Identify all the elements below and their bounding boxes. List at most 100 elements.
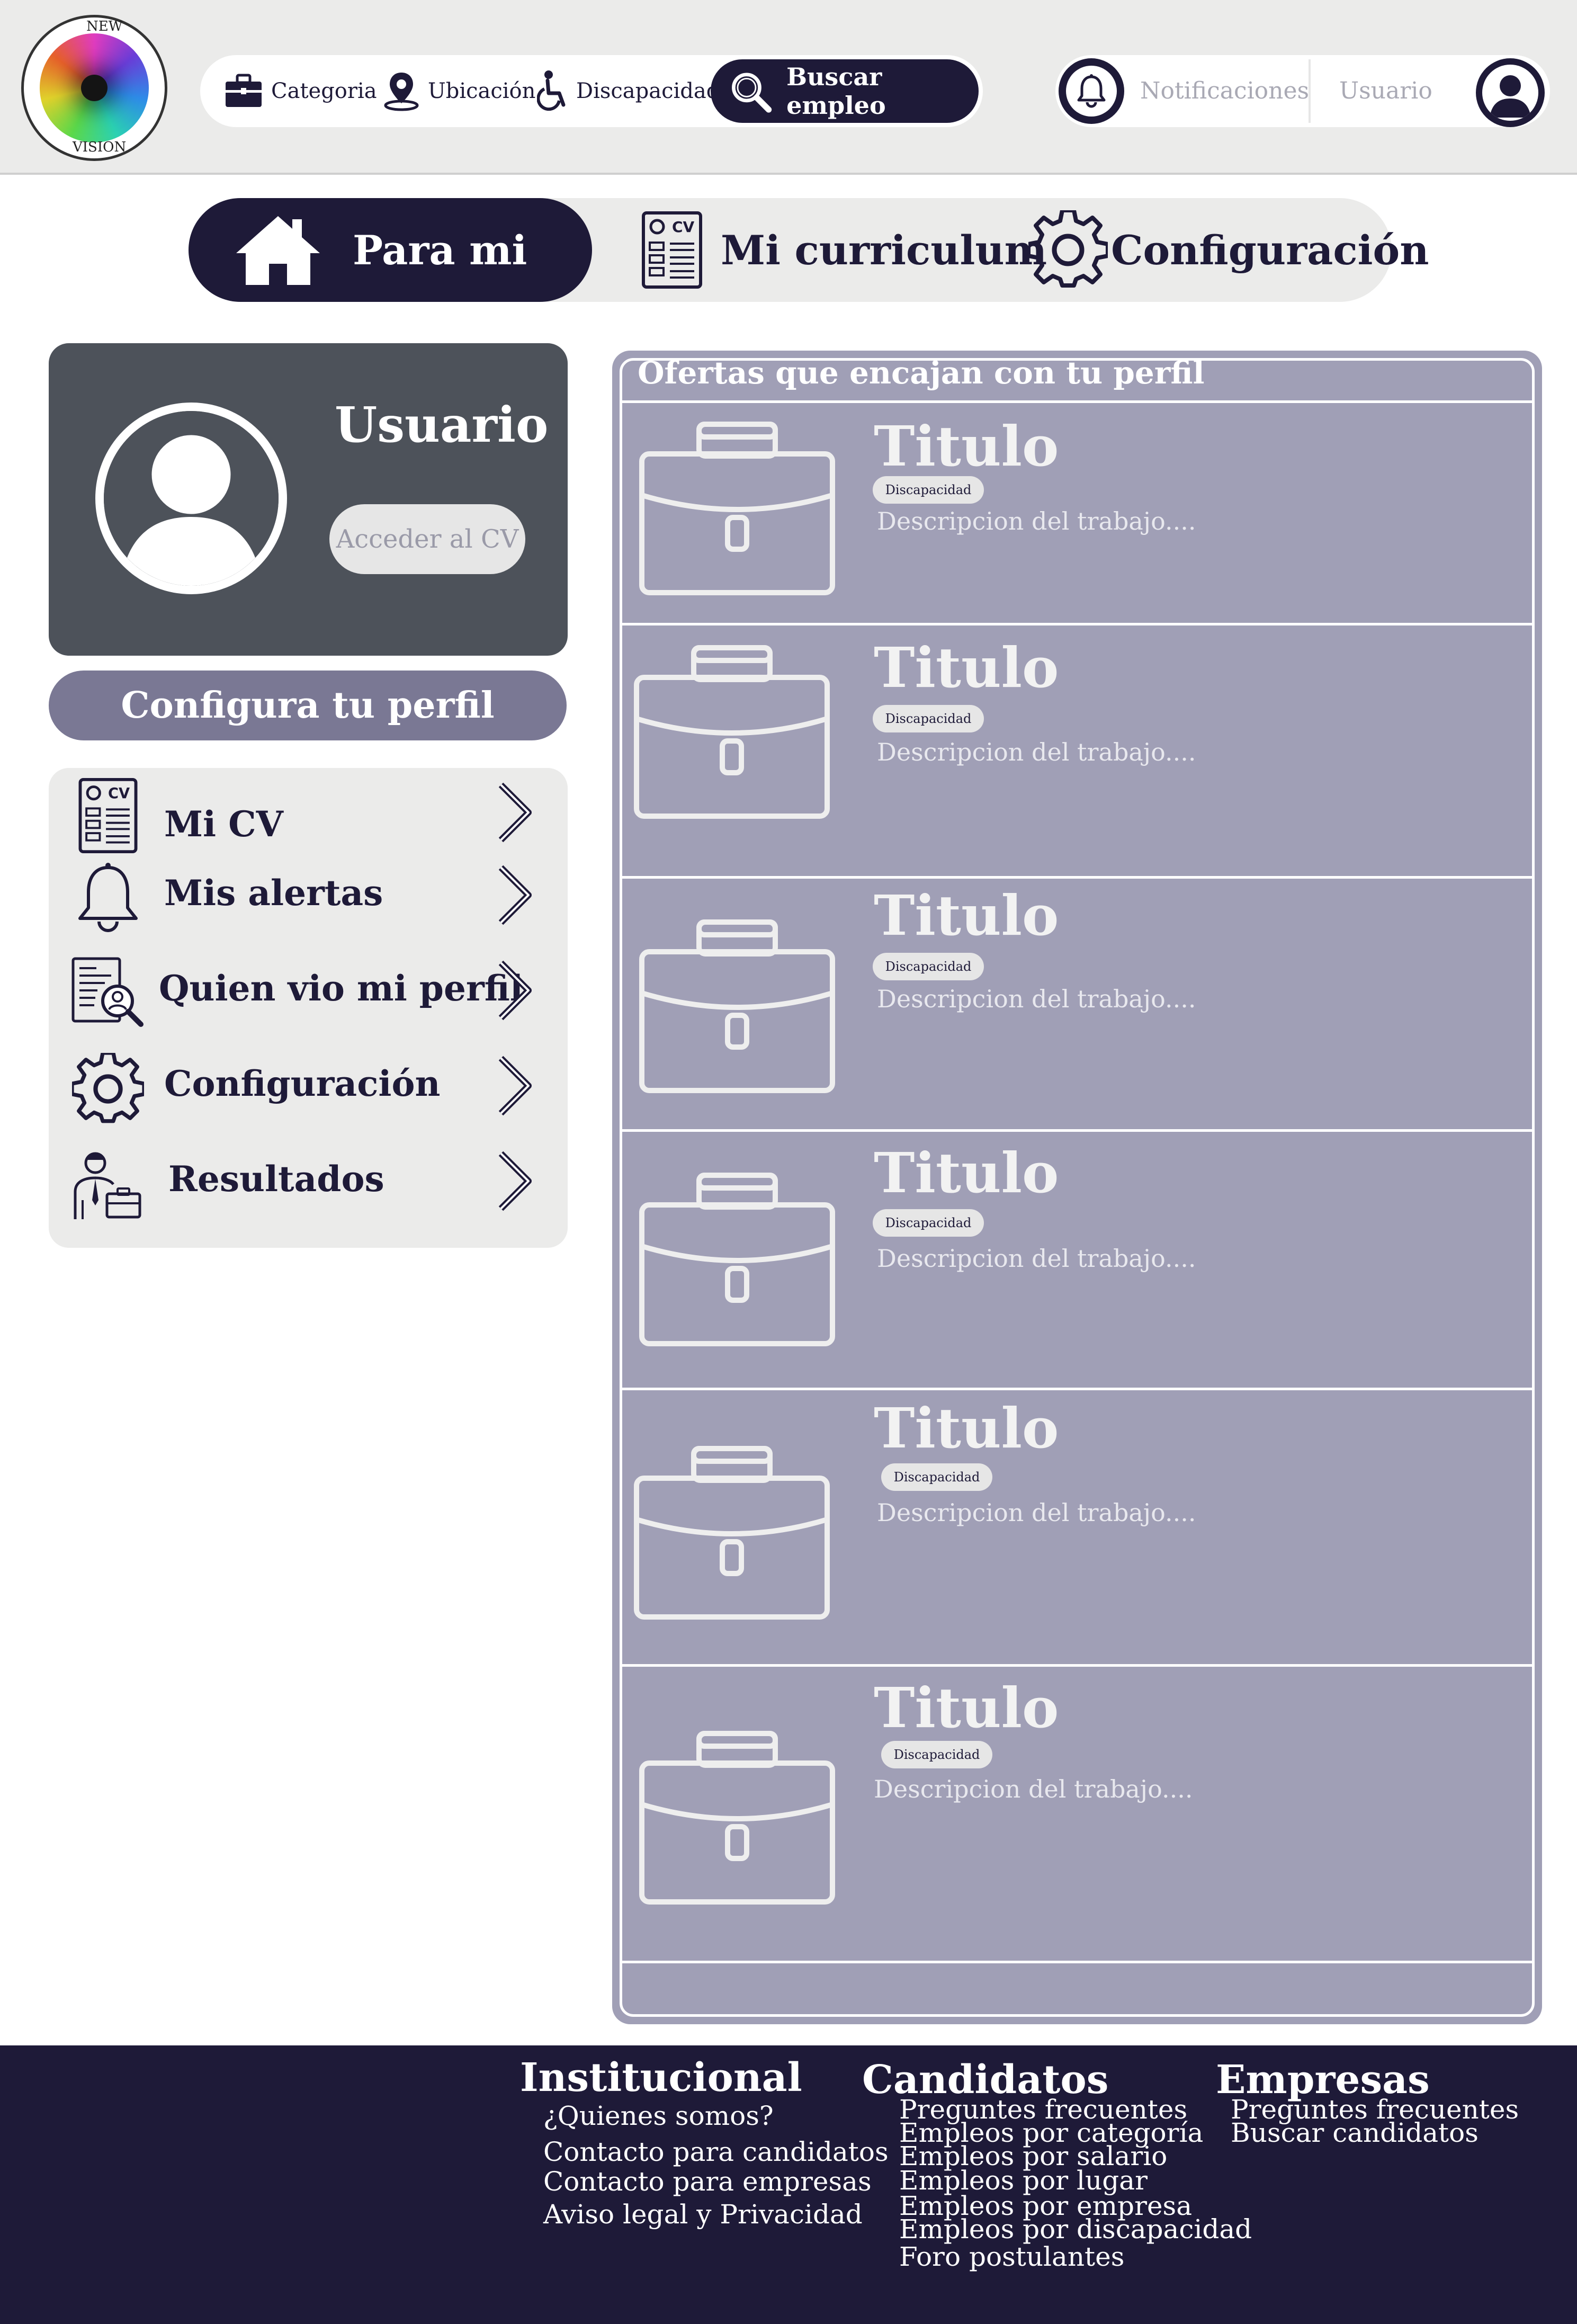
menu-item-configuracion[interactable]: Configuración	[49, 1041, 568, 1126]
svg-text:CV: CV	[108, 785, 130, 802]
location-pin-icon	[384, 73, 419, 111]
menu-item-resultados[interactable]: Resultados	[49, 1137, 568, 1221]
footer-link[interactable]: ¿Quienes somos?	[543, 2100, 774, 2131]
new-vision-logo[interactable]: NEW VISION	[21, 15, 167, 161]
disability-badge: Discapacidad	[873, 705, 984, 732]
disability-label: Discapacidad	[576, 79, 720, 103]
job-description: Descripcion del trabajo....	[877, 738, 1196, 766]
user-silhouette-icon	[104, 411, 279, 586]
menu-item-label: Quien vio mi perfil	[159, 968, 523, 1009]
notifications-label[interactable]: Notificaciones	[1140, 77, 1310, 104]
disability-badge: Discapacidad	[873, 476, 984, 504]
footer-link[interactable]: Buscar candidatos	[1231, 2117, 1479, 2148]
notifications-button[interactable]	[1059, 58, 1124, 124]
menu-item-label: Mis alertas	[164, 872, 383, 914]
job-title: Titulo	[874, 635, 1059, 700]
user-avatar-button[interactable]	[1476, 58, 1545, 127]
businessman-icon	[71, 1147, 145, 1221]
tab-configuracion-label: Configuración	[1111, 226, 1429, 274]
cv-document-icon: CV	[71, 777, 145, 854]
user-silhouette-icon	[1490, 75, 1531, 118]
location-filter[interactable]: Ubicación	[382, 55, 535, 127]
job-description: Descripcion del trabajo....	[877, 1498, 1196, 1527]
search-jobs-label: Buscar empleo	[786, 62, 886, 120]
footer-link[interactable]: Empleos por categoría	[899, 2117, 1204, 2148]
briefcase-icon	[639, 919, 835, 1093]
footer-link[interactable]: Aviso legal y Privacidad	[543, 2199, 863, 2230]
footer-link[interactable]: Empleos por salario	[899, 2141, 1168, 2171]
eye-pupil-graphic	[81, 75, 107, 101]
gear-icon	[71, 1052, 145, 1126]
footer-link[interactable]: Empleos por lugar	[899, 2165, 1148, 2196]
job-title: Titulo	[874, 1396, 1059, 1461]
logo-letters-top: NEW	[86, 19, 123, 34]
job-title: Titulo	[874, 883, 1059, 948]
footer-heading-empresas: Empresas	[1216, 2057, 1430, 2103]
footer-link[interactable]: Preguntes frecuentes	[899, 2094, 1188, 2125]
offers-panel: Ofertas que encajan con tu perfil Titulo…	[612, 351, 1542, 2024]
footer-link[interactable]: Empleos por discapacidad	[899, 2214, 1252, 2245]
job-title: Titulo	[874, 1140, 1059, 1205]
wheelchair-icon	[537, 70, 566, 111]
menu-item-mis-alertas[interactable]: Mis alertas	[49, 851, 568, 935]
offers-frame	[620, 358, 1535, 2017]
briefcase-icon	[226, 74, 262, 107]
disability-filter[interactable]: Discapacidad	[537, 55, 720, 127]
user-bar: Notificaciones Usuario	[1055, 55, 1550, 127]
configure-profile-button[interactable]: Configura tu perfil	[49, 671, 567, 740]
job-offer-card[interactable]: Titulo Discapacidad Descripcion del trab…	[620, 400, 1535, 623]
footer-link[interactable]: Preguntes frecuentes	[1231, 2094, 1519, 2125]
category-label: Categoria	[271, 79, 377, 103]
disability-badge: Discapacidad	[881, 1741, 992, 1768]
disability-badge: Discapacidad	[873, 953, 984, 980]
bell-icon	[1077, 74, 1106, 108]
location-label: Ubicación	[428, 79, 536, 103]
svg-text:CV: CV	[672, 218, 695, 236]
user-menu-label[interactable]: Usuario	[1339, 77, 1432, 104]
offers-title: Ofertas que encajan con tu perfil	[638, 355, 1205, 391]
job-offer-card[interactable]: Titulo Discapacidad Descripcion del trab…	[620, 1388, 1535, 1664]
bell-icon	[71, 861, 145, 935]
tab-mi-curriculum-label: Mi curriculum	[721, 226, 1047, 274]
job-description: Descripcion del trabajo....	[874, 1775, 1193, 1803]
menu-item-label: Configuración	[164, 1063, 441, 1104]
main-tabs: Para mi CV Mi curriculum Configuración	[189, 198, 1429, 302]
briefcase-icon	[634, 1446, 830, 1620]
briefcase-icon	[639, 1731, 835, 1905]
job-offer-card[interactable]: Titulo Discapacidad Descripcion del trab…	[620, 1129, 1535, 1388]
tab-configuracion[interactable]: Configuración	[1028, 198, 1429, 302]
footer-link[interactable]: Empleos por empresa	[899, 2191, 1193, 2221]
access-cv-button[interactable]: Acceder al CV	[329, 504, 525, 574]
offers-list-end-divider	[620, 1961, 1535, 1963]
job-offer-card[interactable]: Titulo Discapacidad Descripcion del trab…	[620, 876, 1535, 1129]
home-icon	[236, 216, 320, 285]
job-description: Descripcion del trabajo....	[877, 1244, 1196, 1273]
job-title: Titulo	[874, 1675, 1059, 1740]
magnifier-icon	[732, 73, 772, 113]
category-filter[interactable]: Categoria	[223, 55, 377, 127]
job-description: Descripcion del trabajo....	[877, 507, 1196, 535]
chevron-right-icon	[498, 1151, 532, 1211]
tab-mi-curriculum[interactable]: CV Mi curriculum	[641, 198, 1047, 302]
briefcase-icon	[639, 1173, 835, 1346]
profile-card: Usuario Acceder al CV	[49, 343, 568, 656]
footer-heading-institucional: Institucional	[520, 2055, 802, 2100]
footer-link[interactable]: Contacto para empresas	[543, 2166, 872, 2197]
footer-heading-candidatos: Candidatos	[862, 2057, 1109, 2103]
job-offer-card[interactable]: Titulo Discapacidad Descripcion del trab…	[620, 1664, 1535, 1961]
menu-item-label: Resultados	[168, 1158, 384, 1200]
job-search-bar: Categoria Ubicación Discapacidad	[200, 55, 983, 127]
side-menu: CV Mi CV Mis alertas	[49, 768, 568, 1248]
job-offer-card[interactable]: Titulo Discapacidad Descripcion del trab…	[620, 623, 1535, 876]
briefcase-icon	[639, 422, 835, 595]
footer-link[interactable]: Contacto para candidatos	[543, 2137, 889, 2167]
menu-item-mi-cv[interactable]: CV Mi CV	[49, 768, 568, 854]
gear-icon	[1028, 210, 1108, 288]
chevron-right-icon	[498, 782, 532, 843]
tab-para-mi-label: Para mi	[353, 226, 527, 274]
job-description: Descripcion del trabajo....	[877, 985, 1196, 1013]
tab-para-mi[interactable]: Para mi	[189, 198, 592, 302]
search-jobs-button[interactable]: Buscar empleo	[711, 59, 979, 123]
menu-item-quien-vio-mi-perfil[interactable]: Quien vio mi perfil	[49, 946, 568, 1031]
footer-link[interactable]: Foro postulantes	[899, 2241, 1125, 2272]
